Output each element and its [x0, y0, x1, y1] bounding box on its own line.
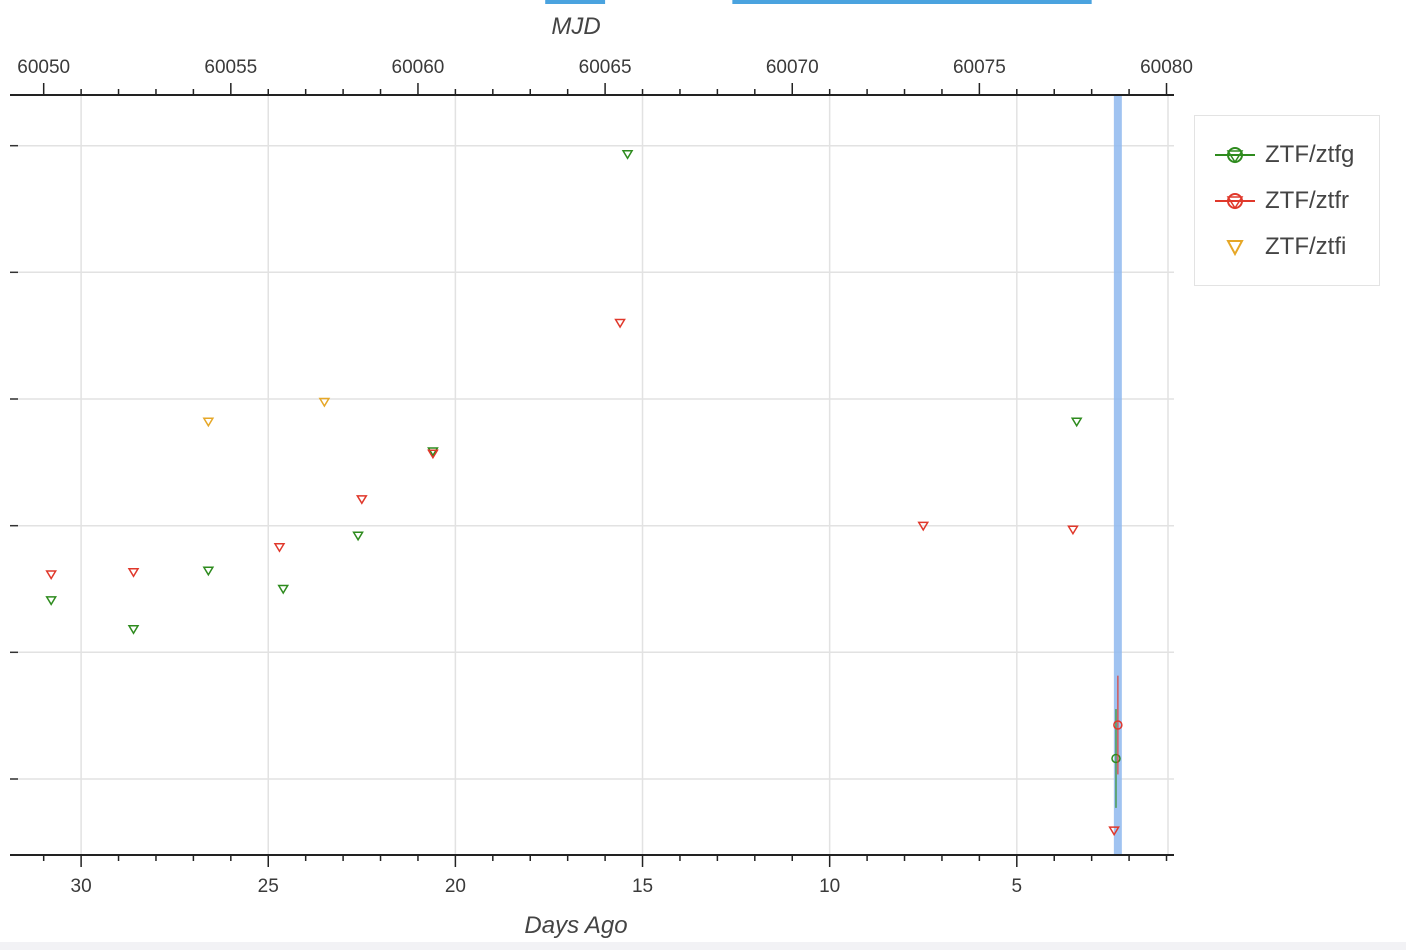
top-tick-label: 60060	[392, 57, 445, 78]
legend-swatch-ztfi	[1226, 240, 1244, 257]
upper-limit-marker-0-0	[45, 596, 57, 606]
top-tick-label: 60050	[17, 57, 70, 78]
upper-limit-marker-0-6	[621, 150, 634, 160]
upper-limit-marker-0-4	[352, 531, 364, 542]
top-tick-label: 60075	[953, 57, 1006, 78]
legend-label-ztfr: ZTF/ztfr	[1265, 187, 1349, 214]
legend: ZTF/ztfg ZTF/ztfr ZTF/ztfi	[1194, 115, 1380, 286]
days-ago-axis: 30 25 20 15 10 5	[10, 854, 1174, 897]
bottom-tick-label: 20	[445, 876, 466, 897]
top-axis-title: MJD	[551, 13, 600, 40]
legend-swatch-ztfg	[1215, 147, 1255, 164]
upper-limit-marker-1-5	[614, 318, 626, 329]
legend-label-ztfi: ZTF/ztfi	[1265, 233, 1347, 260]
upper-limit-marker-1-8	[1108, 826, 1120, 837]
grid-lines	[10, 95, 1174, 855]
detection-marker-1-0	[1113, 720, 1123, 730]
upper-limit-marker-0-5	[427, 447, 439, 457]
legend-swatch-ztfr	[1215, 193, 1255, 210]
top-tick-label: 60065	[579, 57, 632, 78]
bottom-tick-label: 25	[258, 876, 279, 897]
upper-limit-marker-1-7	[1067, 525, 1079, 536]
legend-item-ztfg[interactable]: ZTF/ztfg	[1213, 140, 1354, 170]
upper-limit-marker-1-4	[427, 449, 439, 460]
legend-label-ztfg: ZTF/ztfg	[1265, 141, 1355, 168]
upper-limit-marker-1-6	[917, 521, 930, 532]
upper-limit-marker-1-1	[127, 568, 140, 578]
upper-limit-marker-1-0	[45, 570, 57, 581]
bottom-tick-label: 30	[71, 876, 92, 897]
legend-item-ztfr[interactable]: ZTF/ztfr	[1213, 186, 1349, 216]
top-tick-label: 60070	[766, 57, 819, 78]
top-band-indicator-0	[545, 0, 606, 4]
detection-marker-0-0	[1111, 753, 1121, 764]
upper-limit-marker-1-2	[273, 542, 286, 553]
top-band-indicator-1	[732, 0, 1092, 4]
upper-limit-marker-2-0	[202, 417, 215, 428]
upper-limit-marker-0-7	[1070, 417, 1083, 428]
y-axis-ticks	[10, 144, 18, 780]
mjd-axis: 60050 60055 60060 60065 60070 60075 60080	[10, 57, 1193, 96]
bottom-tick-label: 15	[632, 876, 653, 897]
data-marks	[45, 150, 1123, 837]
top-tick-label: 60080	[1140, 57, 1193, 78]
top-band-indicators	[545, 0, 1092, 4]
top-tick-label: 60055	[204, 57, 257, 78]
legend-item-ztfi[interactable]: ZTF/ztfi	[1213, 232, 1346, 262]
bottom-tick-label: 10	[819, 876, 840, 897]
upper-limit-marker-2-1	[318, 397, 331, 408]
upper-limit-marker-0-3	[277, 584, 290, 595]
upper-limit-marker-0-1	[127, 625, 140, 635]
bottom-axis-title: Days Ago	[524, 912, 627, 939]
upper-limit-marker-1-3	[355, 495, 368, 505]
bottom-tick-label: 5	[1012, 876, 1023, 897]
upper-limit-marker-0-2	[202, 566, 215, 577]
current-time-band	[1113, 95, 1122, 855]
